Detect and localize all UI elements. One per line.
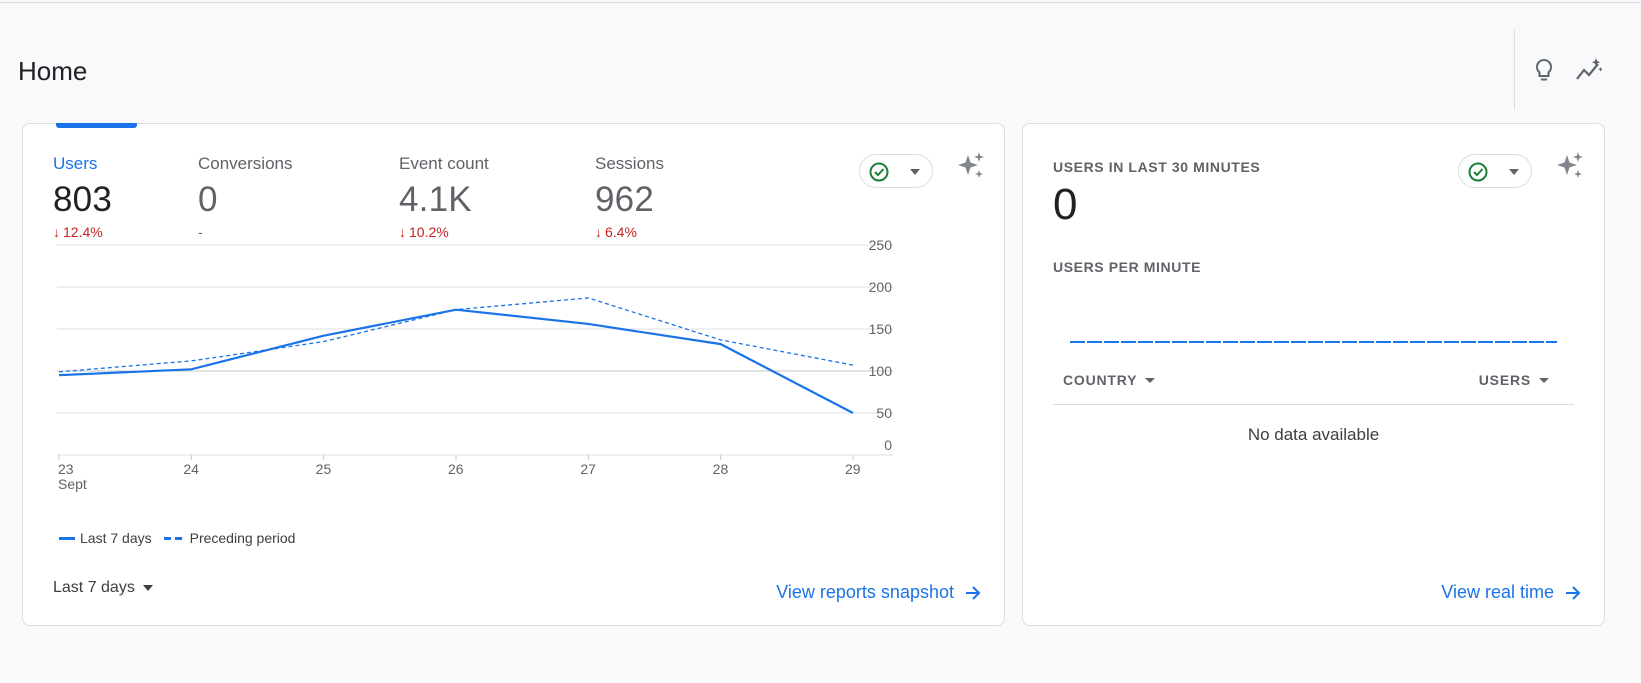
arrow-down-icon: ↓ (399, 224, 406, 240)
column-header-label: COUNTRY (1063, 372, 1138, 388)
metric-value: 803 (53, 180, 112, 219)
arrow-down-icon: ↓ (595, 224, 602, 240)
realtime-card: USERS IN LAST 30 MINUTES 0 USERS PER MIN… (1022, 123, 1605, 626)
metric-value: 0 (198, 180, 218, 219)
chart-legend: Last 7 days Preceding period (59, 530, 295, 546)
date-range-label: Last 7 days (53, 579, 135, 596)
column-header-country[interactable]: COUNTRY (1063, 372, 1156, 388)
x-tick-label: 25 (316, 461, 332, 477)
sort-caret-icon (1145, 377, 1156, 383)
series-line-preceding-period (58, 297, 854, 373)
users-per-minute-label: USERS PER MINUTE (1053, 259, 1202, 275)
date-range-dropdown[interactable]: Last 7 days (53, 579, 153, 597)
y-tick-label: 150 (869, 321, 893, 337)
chevron-down-icon (910, 169, 920, 175)
arrow-right-icon (966, 585, 981, 600)
metric-label: Sessions (595, 154, 664, 173)
column-header-label: USERS (1478, 372, 1531, 388)
chevron-down-icon (1509, 169, 1519, 175)
check-circle-icon (1468, 162, 1488, 182)
series-line-last-7-days (58, 308, 854, 414)
metric-label: Conversions (198, 154, 293, 173)
y-tick-label: 250 (869, 237, 893, 253)
x-tick-label: 28 (713, 461, 729, 477)
y-tick-label: 100 (869, 363, 893, 379)
x-tick-label: 29 (845, 461, 861, 477)
legend-label: Preceding period (189, 530, 296, 546)
view-real-time-link[interactable]: View real time (1441, 582, 1582, 603)
view-reports-snapshot-link[interactable]: View reports snapshot (776, 582, 982, 603)
metric-delta: ↓ 6.4% (595, 224, 664, 242)
metric-tab-sessions[interactable]: Sessions 962 ↓ 6.4% (595, 154, 664, 242)
arrow-down-icon: ↓ (53, 224, 60, 240)
page-title: Home (18, 56, 88, 86)
ai-sparkle-icon[interactable] (1554, 150, 1586, 182)
metric-label: Event count (399, 154, 489, 173)
column-header-users[interactable]: USERS (1479, 372, 1549, 388)
header-divider (1514, 30, 1515, 110)
link-label: View real time (1441, 582, 1554, 602)
data-quality-dropdown[interactable] (859, 154, 933, 188)
overview-card: Users 803 ↓ 12.4% Conversions 0 - Event c… (22, 123, 1005, 626)
x-tick-label: 23 (58, 461, 74, 477)
x-tick-label: 24 (183, 461, 199, 477)
metric-label: Users (53, 154, 98, 173)
metric-tab-conversions[interactable]: Conversions 0 - (198, 154, 293, 242)
metric-delta: ↓ 10.2% (399, 224, 489, 242)
metric-delta: ↓ 12.4% (53, 224, 112, 242)
metric-delta-value: 10.2% (409, 224, 449, 240)
link-label: View reports snapshot (776, 582, 954, 602)
table-divider (1053, 404, 1574, 405)
metric-delta-value: 12.4% (63, 224, 103, 240)
y-tick-label: 0 (884, 437, 892, 453)
legend-swatch-dashed (163, 536, 182, 540)
metric-delta-value: 6.4% (605, 224, 637, 240)
metric-tab-users[interactable]: Users 803 ↓ 12.4% (53, 154, 112, 242)
check-circle-icon (869, 162, 889, 182)
data-quality-dropdown[interactable] (1458, 154, 1532, 188)
trend-sparkle-icon[interactable] (1574, 56, 1603, 84)
ai-sparkle-icon[interactable] (955, 150, 987, 182)
users-line-chart: 0 50 100 150 200 250 23 24 25 26 27 28 29 Sept (57, 237, 893, 492)
x-axis-month-label: Sept (58, 476, 87, 492)
users-per-minute-bars (1070, 341, 1557, 343)
realtime-title: USERS IN LAST 30 MINUTES (1053, 159, 1261, 175)
y-tick-label: 50 (876, 405, 892, 421)
x-tick-label: 27 (580, 461, 596, 477)
legend-swatch-solid (59, 536, 75, 540)
caret-down-icon (142, 585, 153, 591)
arrow-right-icon (1566, 585, 1581, 600)
metric-delta: - (198, 224, 293, 242)
empty-state-text: No data available (1247, 425, 1380, 444)
insights-lightbulb-icon[interactable] (1530, 56, 1558, 84)
metric-value: 4.1K (399, 180, 472, 219)
top-border (0, 2, 1641, 3)
realtime-value: 0 (1053, 180, 1078, 229)
metric-value: 962 (595, 180, 654, 219)
y-tick-label: 200 (869, 279, 893, 295)
legend-label: Last 7 days (80, 530, 152, 546)
metric-tab-event-count[interactable]: Event count 4.1K ↓ 10.2% (399, 154, 489, 242)
metric-delta-value: - (198, 224, 203, 240)
x-tick-label: 26 (448, 461, 464, 477)
sort-caret-icon (1539, 377, 1549, 383)
active-metric-indicator (56, 123, 137, 128)
